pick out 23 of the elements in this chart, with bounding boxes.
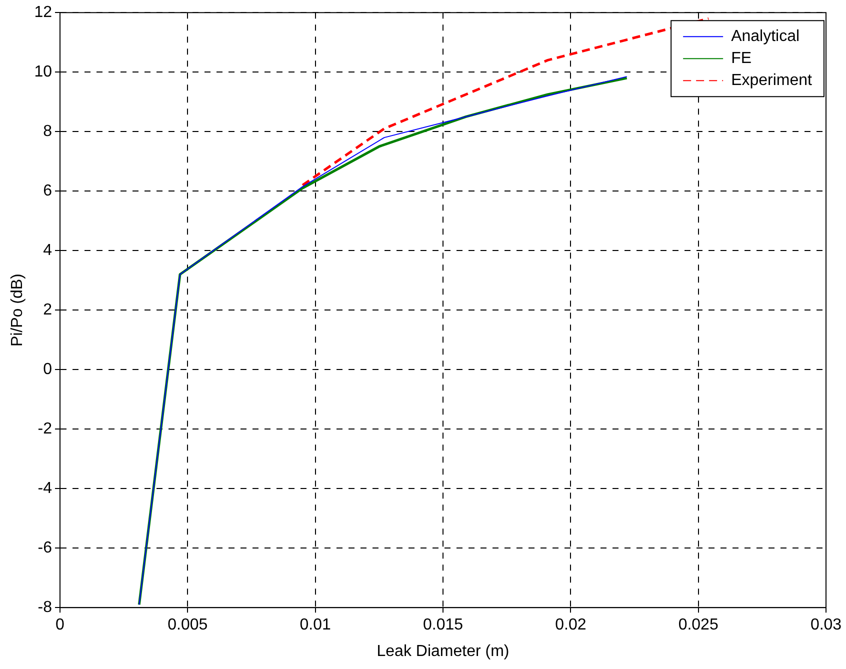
y-tick-label: 6 xyxy=(43,182,52,200)
legend-label: Analytical xyxy=(731,28,800,46)
y-tick-label: 4 xyxy=(43,242,52,260)
y-tick-label: 10 xyxy=(34,64,52,81)
legend-label: FE xyxy=(731,50,752,68)
legend-label: Experiment xyxy=(731,72,813,90)
x-axis-title: Leak Diameter (m) xyxy=(376,642,510,660)
y-tick-label: -8 xyxy=(38,599,52,616)
y-axis-title: Pi/Po (dB) xyxy=(9,274,26,347)
x-tick-label: 0.03 xyxy=(810,616,842,634)
y-tick-label: -2 xyxy=(38,420,52,438)
y-tick-label: -4 xyxy=(38,480,52,498)
y-tick-label: -6 xyxy=(38,540,52,557)
x-tick-label: 0.02 xyxy=(555,616,586,634)
x-tick-label: 0.025 xyxy=(678,616,718,634)
x-tick-label: 0.005 xyxy=(168,616,208,634)
y-tick-label: 8 xyxy=(43,123,52,140)
y-tick-label: 12 xyxy=(34,4,52,22)
y-tick-label: 0 xyxy=(43,361,52,378)
y-tick-label: 2 xyxy=(43,302,52,319)
x-tick-label: 0.01 xyxy=(300,616,332,634)
x-tick-label: 0.015 xyxy=(422,616,464,634)
x-tick-label: 0 xyxy=(56,616,65,634)
